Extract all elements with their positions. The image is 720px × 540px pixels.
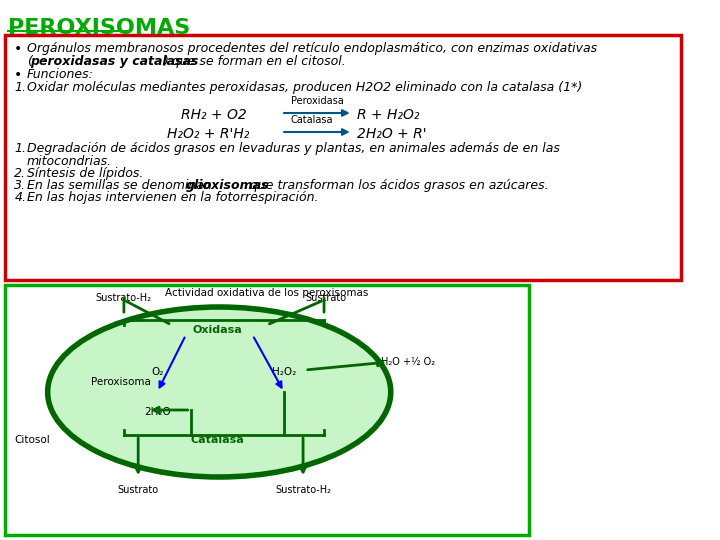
Text: Sustrato: Sustrato	[305, 293, 346, 303]
FancyBboxPatch shape	[5, 35, 681, 280]
Text: PEROXISOMAS: PEROXISOMAS	[8, 18, 190, 38]
Text: 3.: 3.	[14, 179, 27, 192]
Text: •: •	[14, 42, 22, 56]
Text: mitocondrias.: mitocondrias.	[27, 155, 112, 168]
Text: O₂: O₂	[151, 367, 163, 377]
Text: H₂O₂: H₂O₂	[272, 367, 296, 377]
Text: 4.: 4.	[14, 191, 27, 204]
Text: En las hojas intervienen en la fotorrespiración.: En las hojas intervienen en la fotorresp…	[27, 191, 318, 204]
Text: Sustrato: Sustrato	[117, 485, 158, 495]
Text: Sustrato-H₂: Sustrato-H₂	[95, 293, 151, 303]
Text: Peroxisoma: Peroxisoma	[91, 377, 150, 387]
Text: Sustrato-H₂: Sustrato-H₂	[275, 485, 331, 495]
Text: Oxidasa: Oxidasa	[192, 325, 242, 335]
Text: Orgánulos membranosos procedentes del retículo endoplasmático, con enzimas oxida: Orgánulos membranosos procedentes del re…	[27, 42, 597, 55]
Text: 1.: 1.	[14, 142, 27, 155]
Text: Síntesis de lípidos.: Síntesis de lípidos.	[27, 167, 143, 180]
Text: que transforman los ácidos grasos en azúcares.: que transforman los ácidos grasos en azú…	[246, 179, 549, 192]
Text: Citosol: Citosol	[14, 435, 50, 445]
Text: Peroxidasa: Peroxidasa	[291, 96, 343, 106]
Text: Funciones:: Funciones:	[27, 68, 94, 81]
Text: 2H₂O + R': 2H₂O + R'	[357, 127, 427, 141]
Text: •: •	[14, 68, 22, 82]
Text: 2H₂O: 2H₂O	[144, 407, 171, 417]
Text: Catalasa: Catalasa	[291, 115, 333, 125]
Text: ) que se forman en el citosol.: ) que se forman en el citosol.	[164, 55, 346, 68]
Text: 2.: 2.	[14, 167, 27, 180]
Text: En las semillas se denominan: En las semillas se denominan	[27, 179, 215, 192]
Text: RH₂ + O2: RH₂ + O2	[181, 108, 247, 122]
FancyBboxPatch shape	[5, 285, 529, 535]
Text: Degradación de ácidos grasos en levaduras y plantas, en animales además de en la: Degradación de ácidos grasos en levadura…	[27, 142, 559, 155]
Text: R + H₂O₂: R + H₂O₂	[357, 108, 420, 122]
Text: Actividad oxidativa de los peroxisomas: Actividad oxidativa de los peroxisomas	[165, 288, 369, 298]
Text: peroxidasas y catalasas: peroxidasas y catalasas	[30, 55, 199, 68]
Text: Catalasa: Catalasa	[190, 435, 244, 445]
Text: H₂O +½ O₂: H₂O +½ O₂	[381, 357, 436, 367]
Text: Oxidar moléculas mediantes peroxidasas, producen H2O2 eliminado con la catalasa : Oxidar moléculas mediantes peroxidasas, …	[27, 81, 582, 94]
Text: 1.: 1.	[14, 81, 27, 94]
Text: glioxisomas: glioxisomas	[186, 179, 269, 192]
Text: (: (	[27, 55, 32, 68]
Text: H₂O₂ + R'H₂: H₂O₂ + R'H₂	[167, 127, 249, 141]
Ellipse shape	[48, 307, 391, 477]
